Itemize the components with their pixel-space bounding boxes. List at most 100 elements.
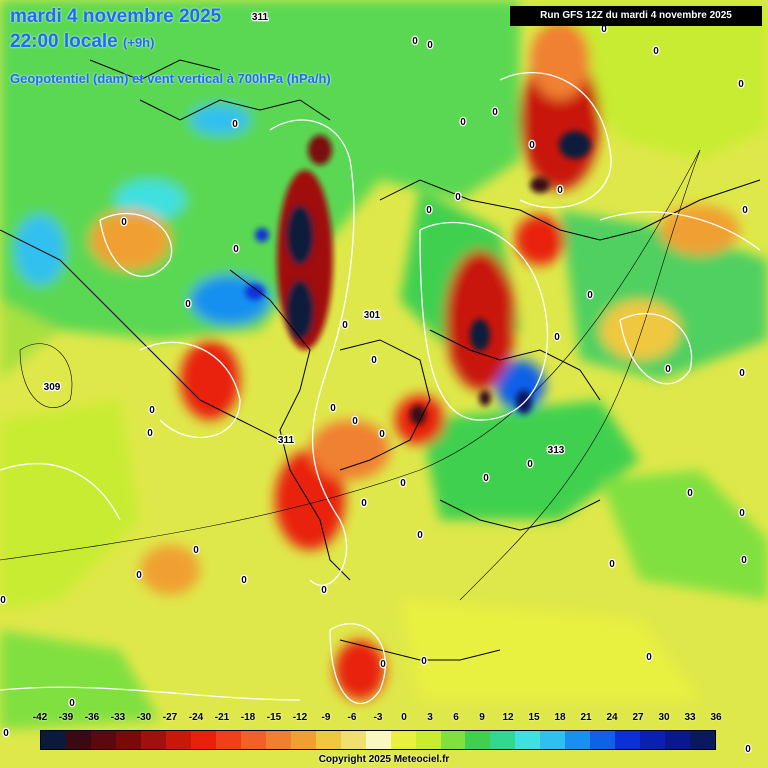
zero-label: 0 (147, 428, 153, 439)
legend-label: -12 (292, 712, 308, 723)
legend-swatch (41, 731, 66, 749)
legend-label: -9 (321, 712, 331, 723)
zero-label: 0 (460, 117, 466, 128)
zero-label: 0 (455, 192, 461, 203)
legend-label: 24 (606, 712, 618, 723)
legend-swatch (440, 731, 466, 749)
zero-label: 0 (554, 332, 560, 343)
legend-swatch (640, 731, 666, 749)
zero-label: 0 (379, 429, 385, 440)
zero-label: 0 (400, 478, 406, 489)
contour-label: 311 (278, 435, 295, 446)
zero-label: 0 (0, 595, 6, 606)
legend-label: 6 (453, 712, 459, 723)
legend-swatch (315, 731, 341, 749)
zero-label: 0 (352, 416, 358, 427)
zero-label: 0 (739, 508, 745, 519)
legend-swatch (665, 731, 691, 749)
field-cores (245, 131, 591, 425)
legend-label: 27 (632, 712, 644, 723)
legend-swatch (215, 731, 241, 749)
legend-color-bar (40, 730, 716, 750)
contour-label: 311 (252, 12, 269, 23)
zero-label: 0 (241, 575, 247, 586)
legend-label: 30 (658, 712, 670, 723)
legend-swatch (190, 731, 216, 749)
zero-label: 0 (185, 299, 191, 310)
zero-label: 0 (232, 119, 238, 130)
legend-label: 33 (684, 712, 696, 723)
legend-swatch (590, 731, 616, 749)
legend-swatch (340, 731, 366, 749)
legend-label: -36 (84, 712, 100, 723)
zero-label: 0 (136, 570, 142, 581)
run-info: Run GFS 12Z du mardi 4 novembre 2025 (510, 6, 762, 26)
legend-swatch (265, 731, 291, 749)
legend-label: -3 (373, 712, 383, 723)
map-subtitle: Geopotentiel (dam) et vent vertical à 70… (10, 71, 331, 86)
zero-label: 0 (361, 498, 367, 509)
legend-swatch (465, 731, 491, 749)
legend-swatch (140, 731, 166, 749)
zero-label: 0 (529, 140, 535, 151)
legend-label: -6 (347, 712, 357, 723)
zero-label: 0 (121, 217, 127, 228)
zero-label: 0 (492, 107, 498, 118)
zero-label: 0 (687, 488, 693, 499)
title-time-text: 22:00 locale (10, 31, 118, 52)
coastlines (0, 59, 761, 661)
zero-label: 0 (426, 205, 432, 216)
contour-label: 311 (364, 310, 381, 321)
legend-swatch (490, 731, 516, 749)
legend-label: 0 (401, 712, 407, 723)
legend-label: -15 (266, 712, 282, 723)
zero-label: 0 (427, 40, 433, 51)
zero-label: 0 (417, 530, 423, 541)
legend-swatch (565, 731, 591, 749)
zero-label: 0 (233, 244, 239, 255)
zero-label: 0 (742, 205, 748, 216)
contour-label: 309 (44, 382, 61, 393)
zero-label: 0 (557, 185, 563, 196)
legend-label: 15 (528, 712, 540, 723)
zero-label: 0 (149, 405, 155, 416)
legend-labels: -42 -39 -36 -33 -30 -27 -24 -21 -18 -15 -12 -9 -6 -3 0… (33, 712, 722, 726)
legend-label: -18 (240, 712, 256, 723)
legend-swatch (290, 731, 316, 749)
title-date: mardi 4 novembre 2025 (10, 6, 222, 27)
zero-label: 0 (741, 555, 747, 566)
zero-label: 0 (342, 320, 348, 331)
legend-swatch (615, 731, 641, 749)
legend-label: 3 (427, 712, 433, 723)
legend-swatch (365, 731, 391, 749)
legend-label: -39 (58, 712, 74, 723)
legend-label: 12 (502, 712, 514, 723)
legend-label: -27 (162, 712, 178, 723)
contour-labels: 311 311 311 309 313 (42, 11, 566, 458)
legend-label: 18 (554, 712, 566, 723)
zero-label: 0 (609, 559, 615, 570)
zero-label: 0 (653, 46, 659, 57)
legend-swatch (240, 731, 266, 749)
legend-label: -42 (32, 712, 48, 723)
legend-swatch (390, 731, 416, 749)
legend-swatch (65, 731, 91, 749)
copyright: Copyright 2025 Meteociel.fr (318, 754, 450, 765)
legend-label: 21 (580, 712, 592, 723)
legend-swatch (165, 731, 191, 749)
zero-label: 0 (587, 290, 593, 301)
title-offset: (+9h) (123, 35, 155, 50)
legend-swatch (90, 731, 116, 749)
legend-label: -33 (110, 712, 126, 723)
zero-label: 0 (321, 585, 327, 596)
legend-swatch (515, 731, 541, 749)
zero-label: 0 (738, 79, 744, 90)
legend-swatch (540, 731, 566, 749)
zero-label: 0 (739, 368, 745, 379)
legend-label: -24 (188, 712, 204, 723)
legend-label: 36 (710, 712, 722, 723)
borders (0, 149, 701, 601)
title-time: 22:00 locale (+9h) (10, 31, 154, 53)
zero-label: 0 (193, 545, 199, 556)
